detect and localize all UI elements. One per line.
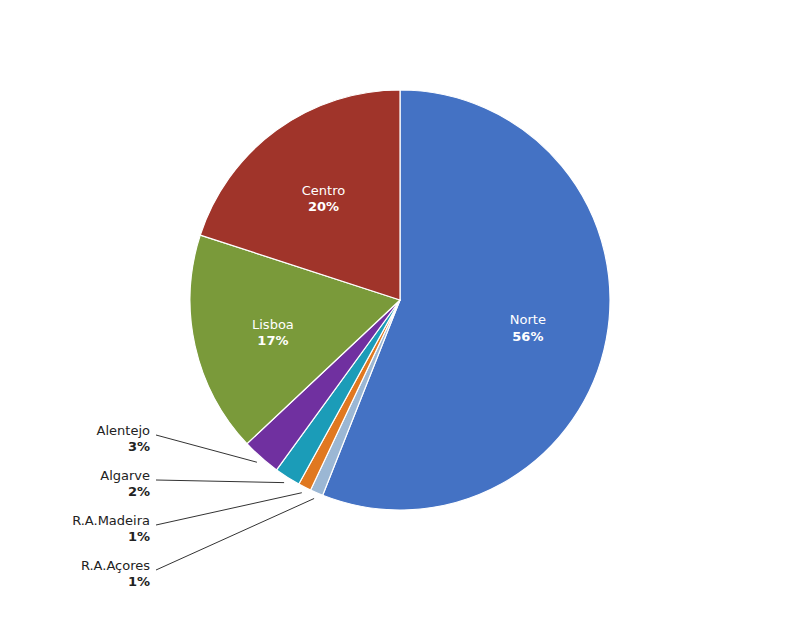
value-label: 20% (308, 199, 339, 214)
category-label: R.A.Açores (81, 558, 150, 573)
data-label: Centro20% (302, 183, 345, 214)
category-label: Norte (510, 312, 546, 327)
value-label: 17% (257, 333, 288, 348)
category-label: R.A.Madeira (72, 513, 150, 528)
leader-line (156, 435, 257, 462)
leader-line (156, 499, 314, 570)
data-label: R.A.Açores1% (81, 558, 150, 589)
pie-slice (200, 90, 400, 300)
category-label: Centro (302, 183, 345, 198)
chart-container: Norte56%R.A.Açores1%R.A.Madeira1%Algarve… (0, 0, 801, 624)
data-label: R.A.Madeira1% (72, 513, 150, 544)
category-label: Algarve (100, 468, 150, 483)
chart-svg: Norte56%R.A.Açores1%R.A.Madeira1%Algarve… (0, 0, 801, 624)
data-label: Alentejo3% (97, 423, 150, 454)
value-label: 56% (512, 329, 543, 344)
value-label: 2% (128, 484, 150, 499)
data-label: Algarve2% (100, 468, 150, 499)
value-label: 3% (128, 439, 150, 454)
category-label: Alentejo (97, 423, 150, 438)
leader-line (156, 480, 284, 483)
data-label: Norte 56% (510, 312, 546, 343)
data-label: Lisboa17% (252, 317, 294, 348)
leader-line (156, 493, 302, 525)
pie-labels: Norte56%R.A.Açores1%R.A.Madeira1%Algarve… (72, 183, 546, 590)
value-label: 1% (128, 574, 150, 589)
value-label: 1% (128, 529, 150, 544)
pie-slices (190, 90, 610, 510)
category-label: Lisboa (252, 317, 294, 332)
